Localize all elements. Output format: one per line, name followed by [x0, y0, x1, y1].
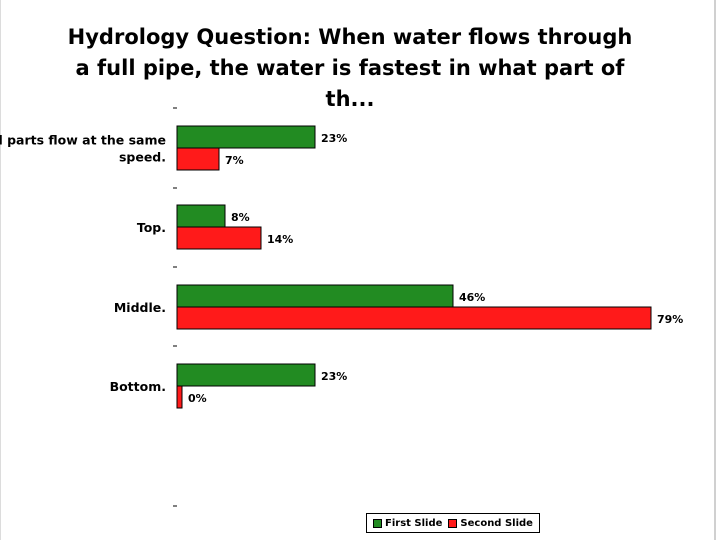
data-label: 0%	[188, 392, 207, 405]
data-label: 14%	[267, 233, 293, 246]
data-label: 23%	[321, 370, 347, 383]
category-label: All parts flow at the same speed.	[0, 133, 166, 165]
legend-item-first-slide: First Slide	[373, 518, 442, 529]
legend-label-first-slide: First Slide	[385, 517, 443, 529]
bar-second-slide	[176, 385, 183, 409]
data-label: 46%	[459, 291, 485, 304]
category-label: Bottom.	[110, 379, 166, 394]
legend: First Slide Second Slide	[366, 513, 540, 533]
data-label: 23%	[321, 132, 347, 145]
bar-first-slide	[176, 204, 226, 228]
data-label: 7%	[225, 154, 244, 167]
bar-second-slide	[176, 306, 652, 330]
bar-first-slide	[176, 125, 316, 149]
bar-second-slide	[176, 226, 262, 250]
bar-first-slide	[176, 363, 316, 387]
legend-label-second-slide: Second Slide	[460, 517, 533, 529]
category-label: Middle.	[114, 300, 166, 315]
legend-swatch-first-slide	[373, 518, 382, 528]
category-label: Top.	[137, 220, 166, 235]
legend-swatch-second-slide	[448, 518, 458, 528]
legend-item-second-slide: Second Slide	[448, 518, 533, 529]
bar-second-slide	[176, 147, 220, 171]
chart-title: Hydrology Question: When water flows thr…	[67, 25, 633, 111]
bar-first-slide	[176, 284, 454, 308]
data-label: 79%	[657, 313, 683, 326]
data-label: 8%	[231, 211, 250, 224]
